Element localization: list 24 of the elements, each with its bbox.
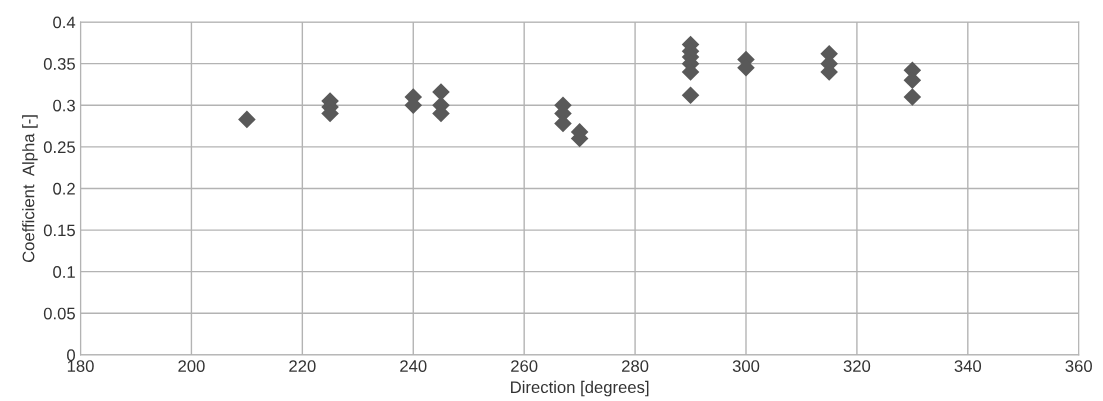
x-tick-label: 180 bbox=[67, 360, 94, 372]
point bbox=[903, 88, 922, 106]
x-tick-label: 360 bbox=[1065, 360, 1092, 372]
y-tick-label: 0.25 bbox=[43, 141, 75, 154]
x-tick-label: 240 bbox=[400, 360, 427, 372]
y-tick-label: 0 bbox=[67, 349, 76, 362]
y-tick-label: 0.35 bbox=[43, 58, 75, 70]
x-tick-label: 260 bbox=[511, 360, 538, 372]
x-axis-title: Direction [degrees] bbox=[511, 380, 649, 397]
point bbox=[681, 86, 700, 105]
x-tick-label: 220 bbox=[289, 360, 316, 372]
y-axis-title: Coefficient Alpha [-] bbox=[22, 115, 38, 263]
x-tick-label: 200 bbox=[178, 360, 205, 372]
y-tick-label: 0.05 bbox=[43, 307, 75, 320]
y-tick-label: 0.1 bbox=[53, 266, 75, 278]
y-tick-label: 0.15 bbox=[43, 224, 75, 237]
y-tick-label: 0.4 bbox=[53, 16, 76, 29]
x-tick-label: 300 bbox=[732, 360, 760, 372]
y-tick-label: 0.2 bbox=[53, 182, 75, 195]
x-tick-label: 340 bbox=[954, 360, 982, 372]
x-tick-label: 320 bbox=[843, 360, 871, 372]
x-tick-label: 280 bbox=[622, 360, 649, 372]
point bbox=[238, 110, 256, 129]
y-tick-label: 0.3 bbox=[53, 99, 75, 112]
